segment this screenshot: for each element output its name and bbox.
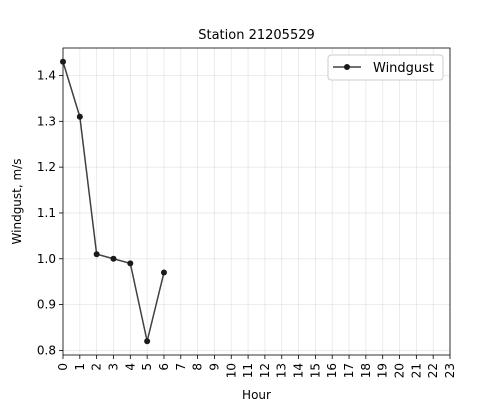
legend: Windgust (327, 54, 444, 81)
y-tick-label: 0.8 (37, 343, 56, 357)
y-tick-label: 0.9 (37, 298, 56, 312)
x-tick-label: 8 (191, 363, 205, 371)
x-tick-label: 19 (376, 363, 390, 378)
x-tick-label: 0 (56, 363, 70, 371)
x-axis-title: Hour (242, 388, 271, 400)
x-tick-label: 1 (73, 363, 87, 371)
data-point (93, 251, 100, 258)
x-tick-label: 13 (275, 363, 289, 378)
chart-title: Station 21205529 (198, 28, 315, 43)
y-tick-label: 1.1 (37, 206, 56, 220)
grid (62, 48, 451, 355)
x-tick-label: 11 (241, 363, 255, 378)
x-tick-label: 20 (393, 363, 407, 378)
data-point (76, 113, 83, 120)
data-point (160, 269, 167, 276)
y-tick-label: 1.0 (37, 252, 56, 266)
x-tick-label: 3 (106, 363, 120, 371)
x-tick-label: 12 (258, 363, 272, 378)
x-tick-label: 22 (426, 363, 440, 378)
legend-marker (344, 64, 350, 70)
legend-box (327, 54, 444, 81)
data-point (127, 260, 134, 267)
data-point (60, 58, 66, 65)
x-tick-label: 14 (292, 363, 306, 378)
x-tick-label: 4 (123, 363, 137, 371)
x-tick-label: 2 (90, 363, 104, 371)
y-tick-label: 1.2 (37, 160, 56, 174)
x-tick-label: 15 (308, 363, 322, 378)
plot-area-frame (62, 47, 451, 356)
x-tick-label: 7 (174, 363, 188, 371)
x-tick-label: 17 (342, 363, 356, 378)
legend-label: Windgust (373, 61, 434, 76)
x-tick-label: 18 (359, 363, 373, 378)
y-axis: 0.8 0.9 1.0 1.1 1.2 1.3 1.4 (37, 68, 63, 357)
x-tick-label: 5 (140, 363, 154, 371)
y-tick-label: 1.4 (37, 68, 56, 82)
x-tick-label: 23 (443, 363, 457, 378)
x-tick-label: 6 (157, 363, 171, 371)
x-tick-label: 10 (224, 363, 238, 378)
y-axis-title: Windgust, m/s (10, 159, 24, 245)
x-tick-label: 9 (207, 363, 221, 371)
data-point (110, 255, 117, 262)
y-tick-label: 1.3 (37, 114, 56, 128)
series-layer (60, 58, 167, 345)
data-point (144, 338, 151, 345)
x-tick-label: 16 (325, 363, 339, 378)
x-tick-label: 21 (409, 363, 423, 378)
x-axis: 0 1 2 3 4 5 6 7 8 9 10 11 12 13 14 15 16 17 18 19 20 21 22 23 (56, 355, 457, 378)
